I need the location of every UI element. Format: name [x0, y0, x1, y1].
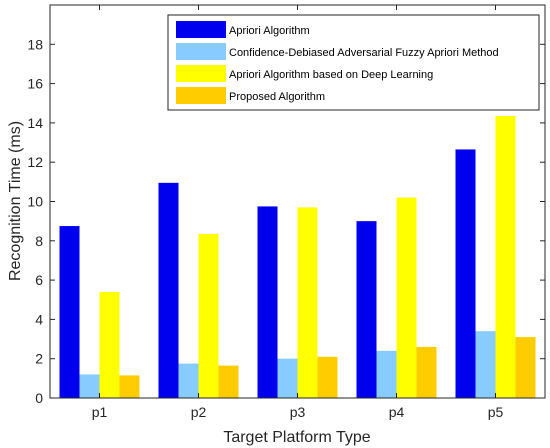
y-tick-label: 4 — [35, 311, 43, 327]
bar-series3-p1 — [99, 291, 120, 398]
legend-label: Proposed Algorithm — [229, 91, 325, 103]
legend-swatch — [176, 43, 226, 60]
bar-series2-p1 — [79, 374, 100, 398]
y-tick-label: 8 — [35, 233, 43, 249]
y-tick-label: 10 — [27, 194, 43, 210]
bar-series3-p5 — [495, 116, 516, 399]
x-tick-label: p5 — [488, 404, 504, 420]
y-tick-label: 6 — [35, 272, 43, 288]
bar-series2-p2 — [178, 363, 199, 398]
bar-series3-p4 — [396, 197, 417, 398]
y-tick-label: 2 — [35, 351, 43, 367]
x-tick-label: p1 — [92, 404, 108, 420]
legend-label: Apriori Algorithm based on Deep Learning — [229, 69, 433, 81]
bar-series2-p3 — [277, 358, 298, 398]
y-tick-label: 0 — [35, 390, 43, 406]
x-axis-ticks: p1 p2 p3 p4 p5 — [92, 5, 504, 420]
bar-series4-p4 — [416, 346, 437, 398]
y-tick-label: 14 — [27, 115, 43, 131]
legend-box — [167, 14, 540, 111]
bar-series1-p5 — [455, 149, 476, 398]
bar-series4-p2 — [218, 365, 239, 398]
bar-series3-p2 — [198, 233, 219, 398]
y-axis-ticks: 0 2 4 6 8 10 12 14 16 18 — [27, 36, 545, 406]
legend-swatch — [176, 21, 226, 38]
bar-series4-p5 — [515, 337, 536, 398]
legend-label: Confidence-Debiased Adversarial Fuzzy Ap… — [229, 47, 499, 59]
bar-series1-p2 — [158, 182, 179, 398]
bar-series1-p4 — [356, 221, 377, 398]
legend-swatch — [176, 65, 226, 82]
x-tick-label: p2 — [191, 404, 207, 420]
x-tick-label: p4 — [389, 404, 405, 420]
plot-frame — [49, 4, 546, 399]
bar-series1-p3 — [257, 206, 278, 398]
bar-series3-p3 — [297, 207, 318, 398]
legend-swatch — [176, 87, 226, 104]
bar-series4-p1 — [119, 375, 140, 398]
bar-series4-p3 — [317, 356, 338, 398]
y-tick-label: 12 — [27, 154, 43, 170]
x-axis-label: Target Platform Type — [223, 429, 370, 446]
bars-group — [59, 116, 536, 399]
bar-series2-p5 — [475, 331, 496, 398]
legend-label: Apriori Algorithm — [229, 25, 310, 37]
x-tick-label: p3 — [290, 404, 306, 420]
y-tick-label: 16 — [27, 76, 43, 92]
bar-series2-p4 — [376, 350, 397, 398]
legend: Apriori Algorithm Confidence-Debiased Adv… — [167, 14, 540, 111]
y-axis-label: Recognition Time (ms) — [7, 121, 24, 281]
bar-series1-p1 — [59, 226, 80, 398]
y-tick-label: 18 — [27, 36, 43, 52]
